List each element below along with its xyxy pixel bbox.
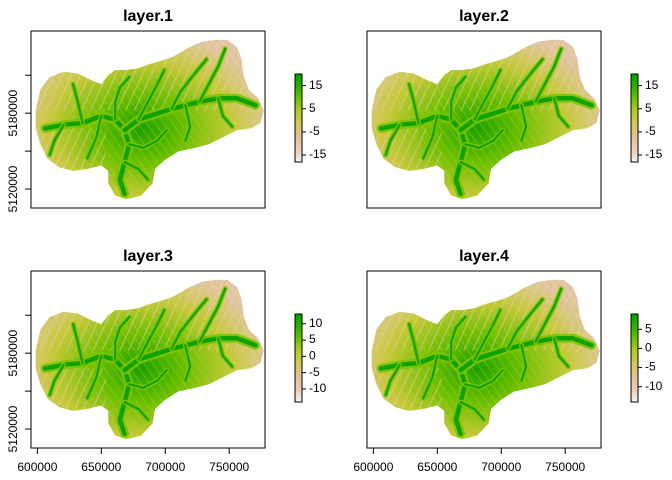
river-channel bbox=[184, 344, 192, 382]
river-channel bbox=[48, 363, 65, 396]
panel-title: layer.1 bbox=[123, 8, 173, 25]
river-channel bbox=[137, 68, 166, 121]
x-tick-label: 700000 bbox=[481, 460, 521, 474]
legend-tick-label: -5 bbox=[645, 360, 656, 374]
river-channel bbox=[123, 400, 150, 421]
x-tick-label: 750000 bbox=[209, 460, 249, 474]
legend-colorbar: 15 5 -5 -15 bbox=[630, 73, 663, 163]
legend-tick-label: -5 bbox=[645, 124, 656, 138]
legend-tick-label: 10 bbox=[309, 316, 323, 330]
legend-bar bbox=[630, 73, 639, 163]
river-channel bbox=[48, 123, 65, 156]
legend-tick-label: -10 bbox=[309, 381, 327, 395]
river-channel bbox=[198, 47, 227, 103]
river-channel bbox=[42, 353, 132, 437]
river-channel bbox=[123, 160, 150, 181]
river-channel bbox=[384, 123, 401, 156]
x-tick-label: 700000 bbox=[145, 460, 185, 474]
river-channel bbox=[217, 97, 234, 128]
legend-tick-label: 5 bbox=[645, 101, 652, 115]
river-channel bbox=[464, 129, 504, 149]
legend-tick-label: 0 bbox=[645, 341, 652, 355]
panel-title: layer.3 bbox=[123, 248, 173, 265]
river-channel bbox=[217, 337, 234, 368]
map-panel-4: layer.4 600000 650000 700000 750000 5 0 -5 -10 bbox=[353, 248, 662, 474]
legend-tick-label: 15 bbox=[309, 78, 323, 92]
river-channel bbox=[384, 363, 401, 396]
y-tick-label: 5180000 bbox=[6, 329, 20, 376]
legend-tick-label: -5 bbox=[309, 124, 320, 138]
legend-colorbar: 10 5 0 -5 -10 bbox=[294, 313, 327, 403]
river-channel bbox=[114, 75, 131, 121]
river-channel bbox=[459, 400, 486, 421]
map-panel-3: layer.3 5120000 5180000 600000 650000 700000 7… bbox=[6, 248, 326, 474]
x-tick-label: 750000 bbox=[545, 460, 585, 474]
river-channel bbox=[42, 113, 132, 197]
legend-tick-label: 5 bbox=[645, 321, 652, 335]
river-channel bbox=[534, 287, 563, 343]
river-channel bbox=[520, 104, 528, 142]
river-channel bbox=[86, 354, 103, 400]
river-channel bbox=[378, 113, 468, 197]
river-channel bbox=[459, 160, 486, 181]
river-channel bbox=[408, 323, 420, 365]
river-channel bbox=[506, 298, 544, 350]
river-channel bbox=[72, 83, 84, 125]
legend-tick-label: 5 bbox=[309, 101, 316, 115]
legend-tick-label: 5 bbox=[309, 332, 316, 346]
y-tick-label: 5180000 bbox=[6, 89, 20, 136]
legend-tick-label: -10 bbox=[645, 379, 663, 393]
legend-tick-label: 15 bbox=[645, 78, 659, 92]
legend-tick-label: -15 bbox=[645, 147, 663, 161]
panel-title: layer.2 bbox=[459, 8, 509, 25]
river-channel bbox=[198, 287, 227, 343]
panel-title: layer.4 bbox=[459, 248, 509, 265]
x-tick-label: 600000 bbox=[17, 460, 57, 474]
legend-colorbar: 5 0 -5 -10 bbox=[630, 313, 663, 403]
legend-tick-label: 0 bbox=[309, 349, 316, 363]
river-channel bbox=[534, 47, 563, 103]
x-tick-label: 650000 bbox=[81, 460, 121, 474]
river-channel bbox=[114, 315, 131, 361]
river-channel bbox=[86, 114, 103, 160]
legend-bar bbox=[630, 313, 639, 403]
river-channel bbox=[473, 308, 502, 361]
y-tick-label: 5120000 bbox=[6, 405, 20, 452]
river-channel bbox=[137, 308, 166, 361]
legend-tick-label: -15 bbox=[309, 147, 327, 161]
x-tick-label: 600000 bbox=[353, 460, 393, 474]
river-channel bbox=[450, 75, 467, 121]
river-channel bbox=[170, 298, 208, 350]
river-channel bbox=[128, 129, 168, 149]
legend-bar bbox=[294, 313, 303, 403]
river-channel bbox=[464, 369, 504, 389]
river-channel bbox=[128, 369, 168, 389]
river-channel bbox=[553, 97, 570, 128]
river-channel bbox=[450, 315, 467, 361]
river-channel bbox=[72, 323, 84, 365]
river-channel bbox=[473, 68, 502, 121]
x-tick-label: 650000 bbox=[417, 460, 457, 474]
river-channel bbox=[506, 58, 544, 110]
river-channel bbox=[422, 114, 439, 160]
river-channel bbox=[408, 83, 420, 125]
river-channel bbox=[422, 354, 439, 400]
legend-colorbar: 15 5 -5 -15 bbox=[294, 73, 327, 163]
legend-bar bbox=[294, 73, 303, 163]
river-channel bbox=[378, 353, 468, 437]
map-panel-2: layer.2 15 5 -5 -15 bbox=[366, 8, 663, 209]
river-channel bbox=[184, 104, 192, 142]
river-channel bbox=[170, 58, 208, 110]
legend-tick-label: -5 bbox=[309, 365, 320, 379]
river-channel bbox=[520, 344, 528, 382]
river-channel bbox=[553, 337, 570, 368]
map-panel-1: layer.1 5120000 5180000 15 5 -5 -15 bbox=[6, 8, 326, 212]
y-tick-label: 5120000 bbox=[6, 165, 20, 212]
